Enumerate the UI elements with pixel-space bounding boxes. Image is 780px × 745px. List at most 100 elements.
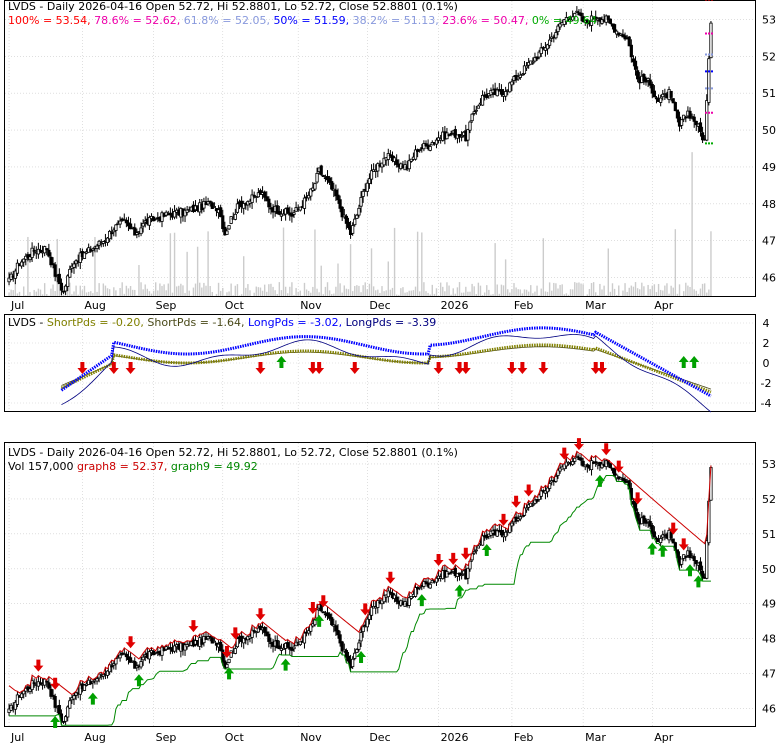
volume-bar (372, 286, 375, 296)
volume-bar (351, 291, 354, 296)
down-arrow (517, 362, 528, 374)
volume-bar (331, 294, 333, 296)
volume-bar (52, 284, 54, 296)
candle-body (659, 97, 663, 103)
y-tick-label: 47 (762, 668, 776, 681)
candle-body (608, 18, 612, 24)
candle-body (15, 694, 20, 705)
up-arrow (454, 584, 465, 597)
candle-body (422, 581, 426, 587)
volume-bar (446, 282, 448, 296)
candle-body (114, 224, 118, 231)
candle-body (112, 229, 116, 233)
volume-bar (356, 285, 358, 296)
candle-body (172, 211, 177, 218)
volume-bar (182, 285, 184, 296)
candle-body (499, 529, 504, 536)
candle-body (321, 611, 325, 614)
candle-body (661, 93, 665, 98)
candle-body (680, 119, 684, 126)
candle-body (407, 597, 411, 606)
volume-bar (115, 290, 117, 296)
volume-bar (102, 283, 105, 296)
volume-bar (236, 284, 239, 296)
volume-bar (362, 285, 364, 296)
candle-body (472, 551, 476, 554)
volume-bar (525, 289, 528, 296)
candle-body (13, 701, 17, 710)
volume-bar (284, 286, 287, 296)
volume-bar (400, 288, 402, 296)
volume-bar (245, 287, 247, 296)
volume-bar (473, 286, 475, 296)
down-arrow (454, 362, 465, 374)
y-tick-label: 48 (762, 633, 776, 646)
candle-body (575, 10, 579, 13)
candle-body (688, 110, 692, 119)
candle-body (133, 660, 137, 669)
volume-bar (435, 288, 438, 296)
volume-bar (421, 232, 423, 296)
candle-body (263, 626, 267, 633)
candle-body (369, 606, 374, 616)
candle-body (172, 645, 177, 652)
candle-body (388, 154, 392, 157)
candle-body (225, 664, 229, 669)
candle-body (633, 60, 638, 70)
volume-bar (184, 293, 186, 296)
candle-body (128, 223, 133, 230)
candle-body (367, 614, 372, 620)
volume-bar (532, 293, 534, 296)
legend-part: 0% = 49.64 (532, 14, 597, 27)
candle-body (457, 134, 462, 137)
candle-body (51, 694, 55, 697)
candle-body (7, 277, 11, 283)
candle-body (47, 682, 51, 689)
volume-bar (85, 292, 88, 296)
volume-bar (500, 284, 503, 296)
candle-body (376, 163, 380, 172)
candle-body (669, 90, 673, 98)
candle-body (298, 641, 302, 645)
down-arrow (506, 362, 517, 374)
candle-body (688, 550, 692, 559)
candle-body (105, 670, 110, 676)
candle-body (68, 700, 72, 709)
candle-body (275, 205, 279, 214)
volume-bar (349, 244, 352, 296)
x-tick-label: Sep (156, 731, 177, 744)
volume-bar (377, 289, 379, 296)
candle-body (581, 16, 585, 23)
candle-body (292, 646, 296, 650)
volume-bar (538, 295, 540, 296)
up-arrow (594, 474, 605, 487)
down-arrow (460, 362, 471, 374)
volume-bar (238, 295, 241, 296)
candle-body (252, 630, 256, 632)
candle-body (26, 686, 30, 691)
candle-body (537, 51, 541, 58)
volume-bar (194, 283, 197, 296)
candle-body (351, 225, 355, 234)
legend-part: Vol 157,000 (8, 460, 77, 473)
candle-body (705, 540, 709, 579)
volume-bar (624, 283, 626, 296)
volume-bar (423, 282, 425, 296)
down-arrow (385, 571, 396, 584)
candle-body (20, 693, 24, 698)
candle-body (545, 44, 550, 50)
x-tick-label: Oct (225, 731, 245, 744)
candle-body (235, 203, 240, 213)
down-arrow (573, 438, 584, 451)
candle-body (334, 625, 338, 632)
volume-bar (87, 291, 90, 296)
volume-bar (651, 285, 653, 296)
volume-bar (490, 294, 492, 296)
volume-bar (410, 290, 413, 296)
candle-body (336, 194, 340, 201)
candle-body (340, 206, 344, 218)
candle-body (353, 652, 357, 659)
volume-bar (511, 289, 513, 296)
volume-bar (683, 291, 685, 296)
